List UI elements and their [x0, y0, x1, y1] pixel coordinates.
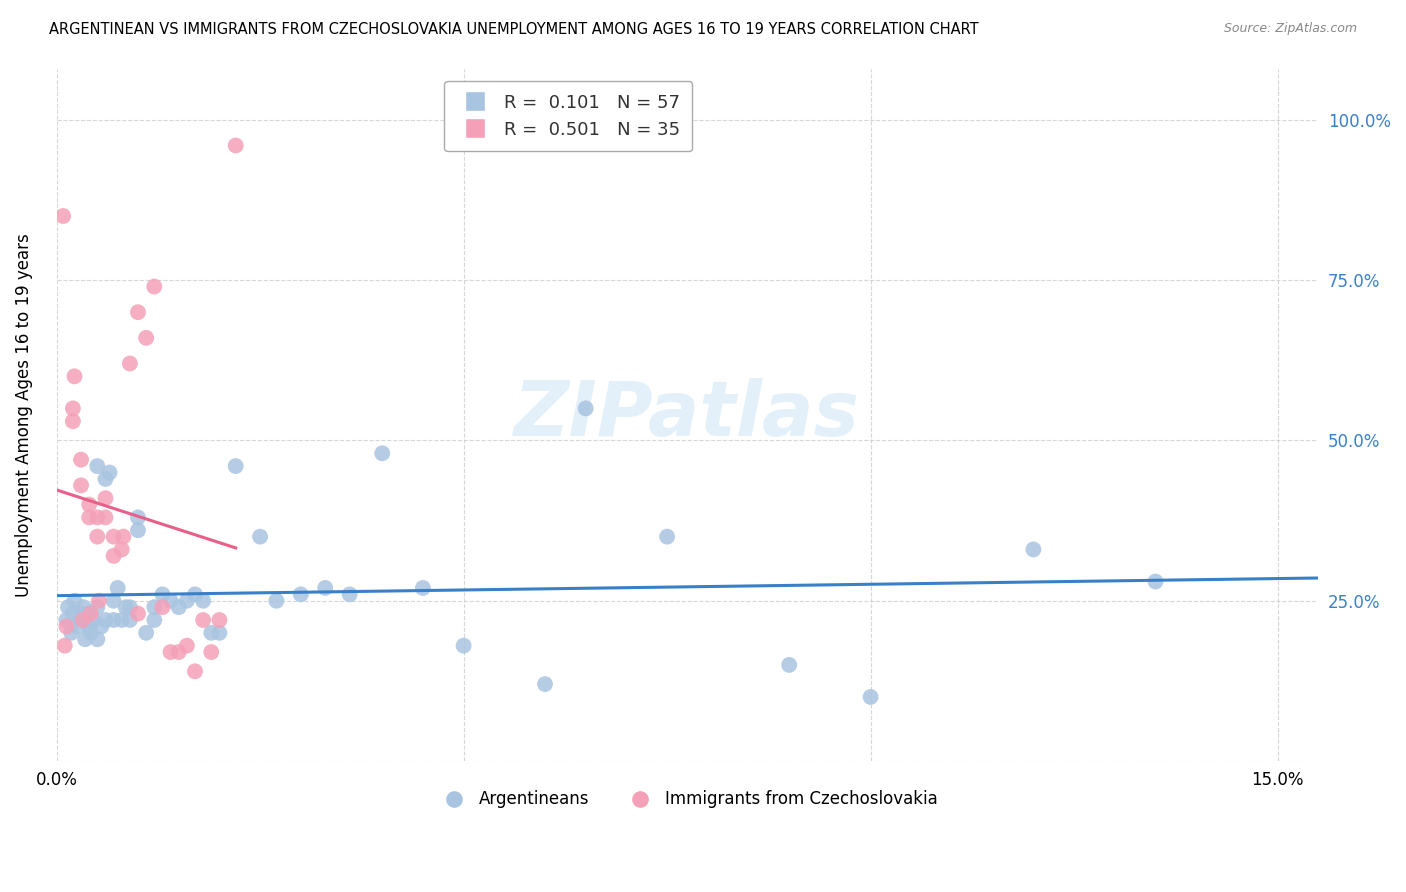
Point	[118, 600, 141, 615]
Point	[127, 510, 149, 524]
Point	[118, 613, 141, 627]
Point	[86, 510, 108, 524]
Point	[70, 478, 93, 492]
Point	[176, 594, 198, 608]
Y-axis label: Unemployment Among Ages 16 to 19 years: Unemployment Among Ages 16 to 19 years	[15, 233, 32, 597]
Point	[86, 530, 108, 544]
Point	[77, 607, 100, 621]
Point	[191, 613, 214, 627]
Point	[77, 510, 100, 524]
Point	[159, 645, 181, 659]
Point	[534, 677, 557, 691]
Point	[56, 600, 79, 615]
Point	[143, 279, 166, 293]
Point	[86, 459, 108, 474]
Point	[53, 639, 76, 653]
Point	[167, 600, 190, 615]
Point	[72, 600, 94, 615]
Point	[70, 613, 93, 627]
Point	[55, 613, 77, 627]
Point	[249, 530, 271, 544]
Point	[86, 600, 108, 615]
Point	[191, 594, 214, 608]
Point	[111, 613, 134, 627]
Point	[135, 331, 157, 345]
Point	[200, 625, 222, 640]
Point	[60, 625, 83, 640]
Point	[143, 613, 166, 627]
Point	[52, 209, 75, 223]
Point	[70, 452, 93, 467]
Point	[82, 613, 104, 627]
Point	[371, 446, 394, 460]
Point	[62, 414, 84, 428]
Point	[94, 510, 117, 524]
Point	[55, 619, 77, 633]
Text: ARGENTINEAN VS IMMIGRANTS FROM CZECHOSLOVAKIA UNEMPLOYMENT AMONG AGES 16 TO 19 Y: ARGENTINEAN VS IMMIGRANTS FROM CZECHOSLO…	[49, 22, 979, 37]
Point	[63, 594, 86, 608]
Point	[75, 632, 97, 647]
Point	[87, 594, 110, 608]
Point	[208, 625, 231, 640]
Point	[63, 369, 86, 384]
Point	[77, 498, 100, 512]
Point	[266, 594, 288, 608]
Point	[127, 607, 149, 621]
Point	[66, 619, 89, 633]
Point	[152, 600, 174, 615]
Point	[314, 581, 336, 595]
Point	[98, 466, 121, 480]
Point	[575, 401, 598, 416]
Point	[62, 401, 84, 416]
Point	[453, 639, 475, 653]
Point	[859, 690, 882, 704]
Point	[86, 632, 108, 647]
Point	[62, 607, 84, 621]
Point	[778, 657, 800, 672]
Point	[94, 613, 117, 627]
Point	[1022, 542, 1045, 557]
Point	[112, 530, 135, 544]
Point	[290, 587, 312, 601]
Point	[103, 594, 125, 608]
Point	[200, 645, 222, 659]
Point	[103, 549, 125, 563]
Point	[176, 639, 198, 653]
Point	[118, 357, 141, 371]
Point	[225, 459, 247, 474]
Point	[80, 607, 103, 621]
Point	[111, 542, 134, 557]
Point	[152, 587, 174, 601]
Point	[655, 530, 678, 544]
Point	[90, 619, 112, 633]
Point	[339, 587, 361, 601]
Point	[127, 305, 149, 319]
Point	[412, 581, 434, 595]
Text: Source: ZipAtlas.com: Source: ZipAtlas.com	[1223, 22, 1357, 36]
Point	[143, 600, 166, 615]
Point	[103, 613, 125, 627]
Point	[127, 523, 149, 537]
Legend: Argentineans, Immigrants from Czechoslovakia: Argentineans, Immigrants from Czechoslov…	[430, 784, 943, 815]
Point	[72, 613, 94, 627]
Point	[135, 625, 157, 640]
Point	[1144, 574, 1167, 589]
Point	[94, 472, 117, 486]
Point	[70, 607, 93, 621]
Point	[184, 587, 207, 601]
Point	[114, 600, 136, 615]
Point	[225, 138, 247, 153]
Point	[77, 619, 100, 633]
Point	[94, 491, 117, 505]
Point	[208, 613, 231, 627]
Point	[167, 645, 190, 659]
Point	[80, 625, 103, 640]
Point	[184, 665, 207, 679]
Text: ZIPatlas: ZIPatlas	[515, 378, 860, 452]
Point	[103, 530, 125, 544]
Point	[107, 581, 129, 595]
Point	[159, 594, 181, 608]
